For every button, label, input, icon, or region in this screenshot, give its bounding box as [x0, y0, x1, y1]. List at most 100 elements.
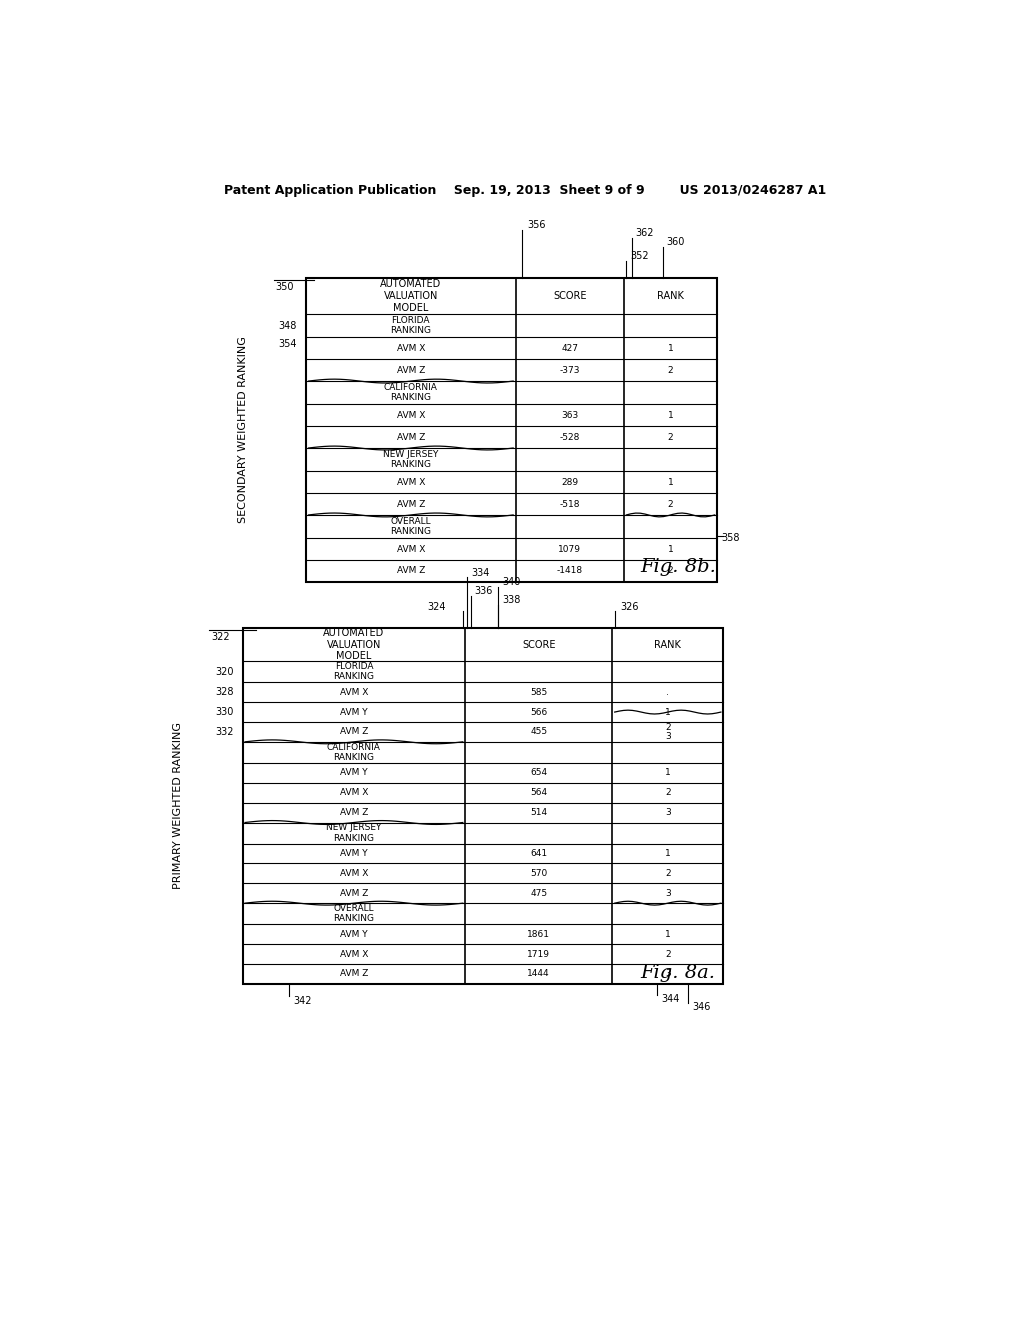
- Text: 289: 289: [561, 478, 579, 487]
- Text: AVM X: AVM X: [340, 788, 368, 797]
- Text: 340: 340: [503, 577, 520, 587]
- Text: CALIFORNIA
RANKING: CALIFORNIA RANKING: [327, 743, 381, 762]
- Text: 334: 334: [471, 568, 489, 578]
- Text: SCORE: SCORE: [553, 290, 587, 301]
- Text: 362: 362: [636, 228, 654, 238]
- Text: AVM X: AVM X: [340, 688, 368, 697]
- Text: AVM Y: AVM Y: [340, 929, 368, 939]
- Text: PRIMARY WEIGHTED RANKING: PRIMARY WEIGHTED RANKING: [173, 722, 183, 890]
- Text: AVM Z: AVM Z: [396, 433, 425, 442]
- Text: AVM X: AVM X: [396, 343, 425, 352]
- Text: 1: 1: [668, 545, 674, 553]
- Text: 350: 350: [275, 282, 294, 292]
- Text: 2: 2: [668, 433, 674, 442]
- Text: 320: 320: [215, 667, 233, 677]
- Bar: [306, 277, 717, 582]
- Text: AVM Z: AVM Z: [396, 499, 425, 508]
- Text: AVM X: AVM X: [396, 478, 425, 487]
- Text: .: .: [667, 688, 670, 697]
- Text: 336: 336: [474, 586, 493, 597]
- Text: 654: 654: [530, 768, 547, 777]
- Text: AVM Y: AVM Y: [340, 768, 368, 777]
- Text: 1: 1: [665, 768, 671, 777]
- Text: AVM X: AVM X: [340, 869, 368, 878]
- Text: 585: 585: [530, 688, 548, 697]
- Text: 641: 641: [530, 849, 547, 858]
- Text: NEW JERSEY
RANKING: NEW JERSEY RANKING: [327, 824, 382, 842]
- Text: AVM Z: AVM Z: [396, 566, 425, 576]
- Text: RANK: RANK: [657, 290, 684, 301]
- Text: 348: 348: [279, 321, 297, 331]
- Text: 344: 344: [662, 994, 680, 1005]
- Text: SCORE: SCORE: [522, 640, 555, 649]
- Text: AVM X: AVM X: [396, 411, 425, 420]
- Text: 2: 2: [665, 869, 671, 878]
- Text: 427: 427: [561, 343, 579, 352]
- Text: -373: -373: [559, 366, 580, 375]
- Text: CALIFORNIA
RANKING: CALIFORNIA RANKING: [384, 383, 438, 403]
- Text: AVM Z: AVM Z: [340, 808, 368, 817]
- Text: 322: 322: [211, 632, 229, 643]
- Text: AVM X: AVM X: [340, 949, 368, 958]
- Text: 352: 352: [630, 251, 649, 261]
- Text: 1719: 1719: [527, 949, 550, 958]
- Text: 2: 2: [668, 499, 674, 508]
- Text: 3: 3: [665, 888, 671, 898]
- Text: 342: 342: [293, 995, 311, 1006]
- Text: 346: 346: [692, 1002, 711, 1012]
- Text: 1: 1: [668, 478, 674, 487]
- Text: 354: 354: [279, 339, 297, 350]
- Text: 1: 1: [665, 849, 671, 858]
- Text: AVM Z: AVM Z: [340, 888, 368, 898]
- Text: RANK: RANK: [654, 640, 681, 649]
- Text: 1: 1: [665, 929, 671, 939]
- Text: OVERALL
RANKING: OVERALL RANKING: [390, 517, 431, 536]
- Text: 455: 455: [530, 727, 547, 737]
- Text: 1861: 1861: [527, 929, 550, 939]
- Text: 2: 2: [668, 366, 674, 375]
- Text: 1079: 1079: [558, 545, 582, 553]
- Text: FLORIDA
RANKING: FLORIDA RANKING: [390, 315, 431, 335]
- Text: 332: 332: [215, 727, 233, 737]
- Text: 363: 363: [561, 411, 579, 420]
- Text: -1418: -1418: [557, 566, 583, 576]
- Text: 3: 3: [665, 969, 671, 978]
- Text: AVM Y: AVM Y: [340, 849, 368, 858]
- Text: 564: 564: [530, 788, 547, 797]
- Text: 2: 2: [665, 788, 671, 797]
- Text: SECONDARY WEIGHTED RANKING: SECONDARY WEIGHTED RANKING: [238, 337, 248, 523]
- Text: AVM Z: AVM Z: [340, 727, 368, 737]
- Text: 338: 338: [503, 595, 520, 606]
- Text: 328: 328: [215, 688, 233, 697]
- Text: AUTOMATED
VALUATION
MODEL: AUTOMATED VALUATION MODEL: [380, 280, 441, 313]
- Text: 3: 3: [665, 808, 671, 817]
- Text: OVERALL
RANKING: OVERALL RANKING: [334, 904, 375, 924]
- Text: -528: -528: [559, 433, 580, 442]
- Text: AVM X: AVM X: [396, 545, 425, 553]
- Text: AVM Y: AVM Y: [340, 708, 368, 717]
- Text: 2: 2: [668, 566, 674, 576]
- Text: Patent Application Publication    Sep. 19, 2013  Sheet 9 of 9        US 2013/024: Patent Application Publication Sep. 19, …: [223, 185, 826, 197]
- Text: 330: 330: [215, 708, 233, 717]
- Text: -518: -518: [559, 499, 580, 508]
- Text: 2: 2: [665, 723, 671, 731]
- Text: 570: 570: [530, 869, 548, 878]
- Text: 3: 3: [665, 733, 671, 741]
- Text: Fig. 8b.: Fig. 8b.: [640, 557, 716, 576]
- Text: 356: 356: [527, 220, 546, 231]
- Text: AVM Z: AVM Z: [340, 969, 368, 978]
- Text: 2: 2: [665, 949, 671, 958]
- Text: NEW JERSEY
RANKING: NEW JERSEY RANKING: [383, 450, 438, 470]
- Text: 324: 324: [427, 602, 445, 611]
- Text: FLORIDA
RANKING: FLORIDA RANKING: [334, 663, 375, 681]
- Text: 1: 1: [668, 343, 674, 352]
- Text: 326: 326: [621, 602, 639, 611]
- Text: 358: 358: [721, 533, 739, 543]
- Text: 360: 360: [667, 238, 685, 247]
- Bar: [243, 628, 723, 983]
- Text: 566: 566: [530, 708, 548, 717]
- Text: 1: 1: [665, 708, 671, 717]
- Text: Fig. 8a.: Fig. 8a.: [641, 964, 716, 982]
- Text: AUTOMATED
VALUATION
MODEL: AUTOMATED VALUATION MODEL: [324, 628, 385, 661]
- Text: 1: 1: [668, 411, 674, 420]
